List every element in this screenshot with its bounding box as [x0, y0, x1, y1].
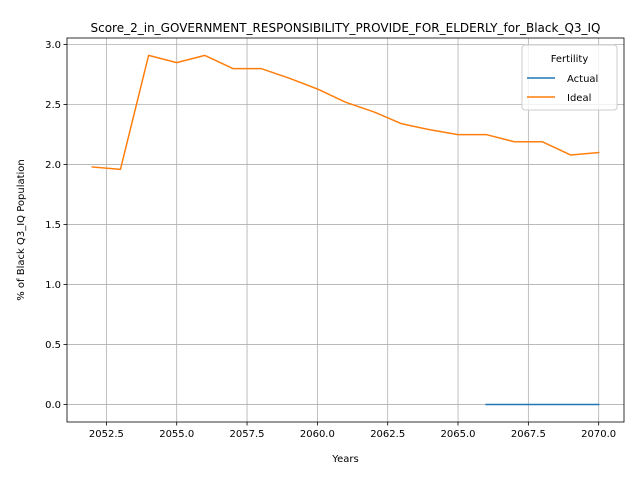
- x-tick-label: 2065.0: [441, 429, 476, 440]
- y-tick-label: 2.0: [45, 160, 61, 171]
- legend-label-ideal: Ideal: [567, 93, 591, 104]
- x-tick-label: 2052.5: [89, 429, 124, 440]
- x-tick-label: 2062.5: [370, 429, 405, 440]
- x-tick-label: 2070.0: [581, 429, 616, 440]
- y-axis-label: % of Black Q3_IQ Population: [16, 159, 27, 301]
- legend-label-actual: Actual: [567, 74, 598, 85]
- x-tick-label: 2055.0: [159, 429, 194, 440]
- x-axis-label: Years: [331, 454, 358, 465]
- y-tick-label: 2.5: [45, 100, 61, 111]
- legend: Fertility Actual Ideal: [521, 44, 618, 111]
- chart-title: Score_2_in_GOVERNMENT_RESPONSIBILITY_PRO…: [90, 21, 600, 35]
- x-tick-label: 2060.0: [300, 429, 335, 440]
- x-tick-label: 2067.5: [511, 429, 546, 440]
- y-tick-label: 3.0: [45, 40, 61, 51]
- x-axis-ticks: 2052.5 2055.0 2057.5 2060.0 2062.5 2065.0 2067…: [89, 422, 616, 440]
- y-tick-label: 1.5: [45, 220, 61, 231]
- series-line-ideal: [91, 54, 600, 171]
- y-axis-ticks: 0.0 0.5 1.0 1.5 2.0 2.5 3.0: [45, 40, 67, 411]
- y-tick-label: 1.0: [45, 280, 61, 291]
- grid-lines: [67, 38, 624, 422]
- series-layer: [91, 54, 600, 406]
- y-tick-label: 0.5: [45, 340, 61, 351]
- legend-box: [521, 44, 618, 111]
- legend-title: Fertility: [551, 54, 589, 65]
- x-tick-label: 2057.5: [230, 429, 265, 440]
- plot-frame: [66, 37, 625, 423]
- y-tick-label: 0.0: [45, 400, 61, 411]
